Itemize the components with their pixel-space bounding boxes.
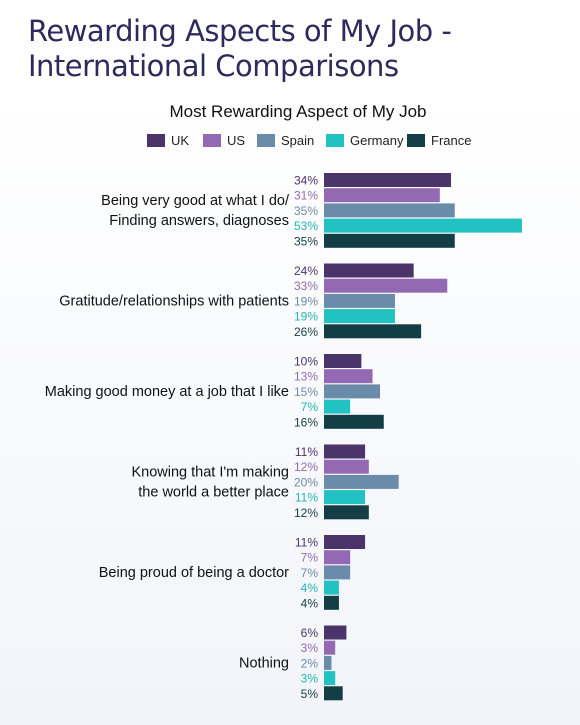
value-label-uk-2: 10%	[294, 355, 318, 369]
plot-area: 34%31%35%53%35%Being very good at what I…	[45, 173, 522, 701]
bar-us-1	[324, 278, 448, 293]
bar-spain-0	[324, 203, 455, 218]
legend-swatch-spain	[257, 134, 275, 147]
value-label-uk-5: 6%	[301, 626, 319, 640]
bar-uk-2	[324, 354, 362, 368]
bar-spain-2	[324, 384, 381, 399]
category-label-2-0: Making good money at a job that I like	[45, 384, 289, 400]
category-label-1-0: Gratitude/relationships with patients	[59, 294, 289, 310]
legend-label-france: France	[431, 133, 471, 148]
legend-label-spain: Spain	[281, 133, 314, 148]
value-label-france-5: 5%	[301, 687, 319, 701]
bar-spain-4	[324, 565, 351, 580]
bar-spain-5	[324, 655, 332, 670]
category-label-3-0: Knowing that I'm making	[131, 465, 289, 481]
bar-us-0	[324, 188, 440, 203]
value-label-germany-5: 3%	[301, 672, 319, 686]
value-label-uk-4: 11%	[295, 536, 318, 550]
bar-spain-3	[324, 474, 399, 489]
bar-france-0	[324, 233, 455, 248]
value-label-germany-4: 4%	[301, 581, 319, 595]
value-label-spain-0: 35%	[294, 204, 318, 218]
value-label-spain-2: 15%	[294, 385, 318, 399]
value-label-germany-2: 7%	[301, 400, 319, 414]
value-label-spain-1: 19%	[294, 294, 318, 308]
value-label-france-4: 4%	[301, 596, 319, 610]
legend-label-us: US	[227, 133, 245, 148]
value-label-spain-4: 7%	[301, 566, 319, 580]
bar-germany-2	[324, 399, 351, 414]
value-label-spain-5: 2%	[301, 656, 319, 670]
page-title-line-2: International Comparisons	[28, 49, 399, 83]
bar-uk-5	[324, 625, 347, 640]
value-label-us-2: 13%	[294, 370, 318, 384]
value-label-france-3: 12%	[294, 506, 318, 520]
bar-france-4	[324, 595, 339, 610]
bar-us-3	[324, 459, 369, 474]
legend: UK US Spain Germany France	[147, 133, 471, 148]
value-label-germany-3: 11%	[295, 491, 318, 505]
value-label-germany-1: 19%	[294, 310, 318, 324]
page-title-line-1: Rewarding Aspects of My Job -	[28, 14, 452, 48]
value-label-spain-3: 20%	[294, 475, 318, 489]
bar-us-5	[324, 640, 336, 655]
category-label-3-1: the world a better place	[138, 485, 289, 501]
category-label-5-0: Nothing	[239, 656, 289, 672]
value-label-france-2: 16%	[294, 415, 318, 429]
value-label-uk-3: 11%	[295, 445, 318, 459]
bar-us-4	[324, 550, 351, 565]
legend-label-uk: UK	[171, 133, 189, 148]
bar-france-2	[324, 414, 384, 429]
legend-swatch-france	[407, 134, 425, 147]
value-label-us-3: 12%	[294, 460, 318, 474]
legend-swatch-germany	[326, 134, 344, 147]
page-title: Rewarding Aspects of My Job - Internatio…	[28, 14, 568, 84]
bar-germany-0	[324, 218, 522, 233]
value-label-us-4: 7%	[301, 551, 319, 565]
bar-uk-0	[324, 173, 452, 187]
value-label-france-0: 35%	[294, 234, 318, 248]
legend-swatch-us	[203, 134, 221, 147]
legend-swatch-uk	[147, 134, 165, 147]
bar-spain-1	[324, 293, 395, 308]
value-label-france-1: 26%	[294, 325, 318, 339]
category-label-0-1: Finding answers, diagnoses	[109, 213, 289, 229]
bar-uk-1	[324, 263, 414, 278]
bar-france-1	[324, 324, 422, 339]
legend-label-germany: Germany	[350, 133, 404, 148]
bar-germany-1	[324, 309, 395, 324]
value-label-us-5: 3%	[301, 641, 319, 655]
value-label-germany-0: 53%	[294, 219, 318, 233]
bar-germany-4	[324, 580, 339, 595]
value-label-uk-0: 34%	[294, 174, 318, 188]
value-label-us-1: 33%	[294, 279, 318, 293]
bar-uk-4	[324, 535, 366, 549]
category-label-0-0: Being very good at what I do/	[101, 193, 290, 209]
bar-us-2	[324, 369, 373, 384]
bar-germany-3	[324, 490, 366, 505]
bar-france-3	[324, 505, 369, 520]
chart-title: Most Rewarding Aspect of My Job	[169, 102, 426, 121]
bar-germany-5	[324, 671, 336, 686]
value-label-uk-1: 24%	[294, 264, 318, 278]
value-label-us-0: 31%	[294, 189, 318, 203]
category-label-4-0: Being proud of being a doctor	[99, 565, 289, 581]
bar-uk-3	[324, 444, 366, 459]
bar-france-5	[324, 686, 343, 701]
